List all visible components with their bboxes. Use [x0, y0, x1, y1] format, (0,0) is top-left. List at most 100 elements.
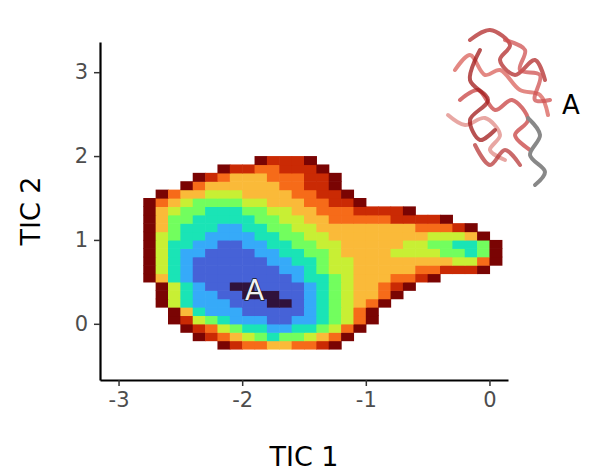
- density-cell: [316, 324, 329, 333]
- density-cell: [329, 223, 342, 232]
- density-cell: [180, 273, 193, 282]
- density-cell: [440, 248, 453, 257]
- density-cell: [304, 273, 317, 282]
- density-cell: [193, 257, 206, 266]
- density-cell: [440, 215, 453, 224]
- tick-mark: [94, 240, 100, 242]
- density-cell: [230, 290, 243, 299]
- density-cell: [279, 232, 292, 241]
- density-cell: [168, 265, 181, 274]
- density-cell: [242, 341, 255, 350]
- density-cell: [168, 290, 181, 299]
- density-cell: [292, 198, 305, 207]
- density-cell: [255, 248, 268, 257]
- density-cell: [304, 181, 317, 190]
- density-cell: [378, 215, 391, 224]
- tick-mark: [94, 156, 100, 158]
- density-cell: [292, 290, 305, 299]
- density-cell: [366, 282, 379, 291]
- density-cell: [465, 232, 478, 241]
- density-cell: [304, 232, 317, 241]
- density-cell: [205, 215, 218, 224]
- density-cell: [279, 206, 292, 215]
- tick-mark: [489, 380, 491, 386]
- density-cell: [329, 307, 342, 316]
- density-cell: [143, 257, 156, 266]
- density-cell: [255, 181, 268, 190]
- density-cell: [217, 248, 230, 257]
- density-cell: [428, 273, 441, 282]
- density-cell: [477, 248, 490, 257]
- density-cell: [267, 341, 280, 350]
- density-cell: [217, 257, 230, 266]
- density-cell: [193, 173, 206, 182]
- density-cell: [143, 215, 156, 224]
- density-cell: [279, 240, 292, 249]
- density-cell: [292, 273, 305, 282]
- density-cell: [391, 273, 404, 282]
- density-cell: [255, 257, 268, 266]
- density-cell: [242, 265, 255, 274]
- density-cell: [403, 206, 416, 215]
- density-cell: [193, 215, 206, 224]
- density-cell: [205, 332, 218, 341]
- density-cell: [279, 156, 292, 165]
- density-cell: [242, 173, 255, 182]
- density-cell: [255, 232, 268, 241]
- density-cell: [366, 257, 379, 266]
- structure-tail: [528, 118, 545, 185]
- density-cell: [205, 198, 218, 207]
- density-cell: [316, 190, 329, 199]
- density-cell: [329, 324, 342, 333]
- density-cell: [366, 232, 379, 241]
- density-cell: [329, 206, 342, 215]
- density-cell: [329, 190, 342, 199]
- tick: -1: [356, 380, 377, 412]
- density-cell: [242, 232, 255, 241]
- density-cell: [156, 190, 169, 199]
- density-cell: [156, 299, 169, 308]
- density-cell: [366, 315, 379, 324]
- density-cell: [255, 324, 268, 333]
- density-cell: [292, 324, 305, 333]
- density-cell: [279, 324, 292, 333]
- density-cell: [156, 240, 169, 249]
- density-cell: [193, 240, 206, 249]
- density-cell: [292, 332, 305, 341]
- density-cell: [193, 265, 206, 274]
- density-cell: [341, 206, 354, 215]
- density-cell: [217, 164, 230, 173]
- density-cell: [329, 273, 342, 282]
- tick-label: -3: [109, 388, 130, 412]
- density-cell: [255, 240, 268, 249]
- density-cell: [440, 223, 453, 232]
- density-cell: [378, 282, 391, 291]
- density-cell: [217, 215, 230, 224]
- density-cell: [230, 324, 243, 333]
- density-cell: [353, 223, 366, 232]
- density-cell: [255, 315, 268, 324]
- density-cell: [180, 265, 193, 274]
- density-cell: [230, 248, 243, 257]
- density-cell: [316, 341, 329, 350]
- density-cell: [168, 232, 181, 241]
- tick-label: 0: [483, 388, 496, 412]
- density-cell: [366, 248, 379, 257]
- density-cell: [304, 341, 317, 350]
- density-cell: [205, 282, 218, 291]
- density-cell: [304, 282, 317, 291]
- density-cell: [180, 190, 193, 199]
- density-cell: [292, 265, 305, 274]
- density-cell: [353, 206, 366, 215]
- density-cell: [341, 315, 354, 324]
- x-axis-title: TIC 1: [268, 441, 338, 472]
- density-cell: [403, 273, 416, 282]
- density-cell: [217, 206, 230, 215]
- density-cell: [465, 240, 478, 249]
- structure-inset: [448, 30, 550, 185]
- tick-label: 0: [75, 312, 88, 336]
- density-cell: [205, 315, 218, 324]
- density-cell: [267, 282, 280, 291]
- tick-mark: [94, 72, 100, 74]
- density-cell: [168, 206, 181, 215]
